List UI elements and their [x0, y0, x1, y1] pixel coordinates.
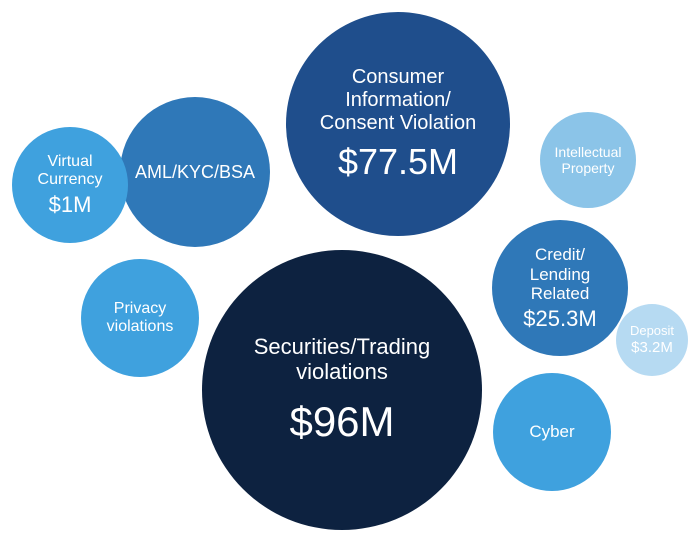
bubble-label: Privacy violations [107, 300, 174, 337]
bubble-label: Securities/Trading violations [254, 334, 430, 385]
bubble-privacy: Privacy violations [81, 259, 199, 377]
bubble-value: $25.3M [523, 306, 596, 331]
bubble-value: $1M [49, 192, 92, 217]
bubble-deposit: Deposit$3.2M [616, 304, 688, 376]
bubble-label: Deposit [630, 324, 674, 339]
bubble-aml: AML/KYC/BSA [120, 97, 270, 247]
bubble-label: Credit/ Lending Related [530, 245, 591, 304]
bubble-credit: Credit/ Lending Related$25.3M [492, 220, 628, 356]
bubble-value: $3.2M [631, 339, 673, 356]
bubble-consumer: Consumer Information/ Consent Violation $… [286, 12, 510, 236]
bubble-cyber: Cyber [493, 373, 611, 491]
bubble-ip: Intellectual Property [540, 112, 636, 208]
bubble-label: Consumer Information/ Consent Violation [320, 66, 476, 135]
bubble-value: $96M [289, 398, 394, 446]
bubble-virtual: Virtual Currency$1M [12, 127, 128, 243]
bubble-label: Cyber [529, 422, 574, 442]
bubble-value: $77.5M [338, 141, 458, 182]
bubble-label: AML/KYC/BSA [135, 162, 255, 183]
bubble-chart: Securities/Trading violations $96M Consume… [0, 0, 700, 544]
bubble-label: Virtual Currency [38, 153, 103, 190]
bubble-securities: Securities/Trading violations $96M [202, 250, 482, 530]
bubble-label: Intellectual Property [555, 144, 622, 176]
